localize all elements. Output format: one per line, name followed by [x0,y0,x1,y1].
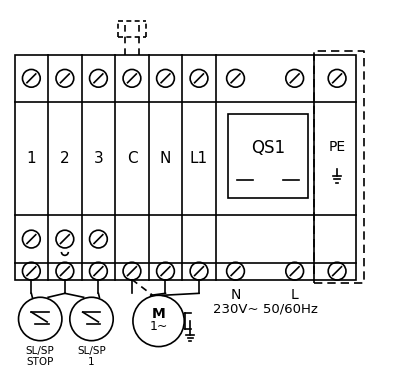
Text: 3: 3 [94,151,103,166]
Text: L1: L1 [190,151,208,166]
Text: N: N [160,151,171,166]
Text: L: L [291,288,298,302]
Text: 1: 1 [26,151,36,166]
Bar [228,114,308,198]
Bar [14,55,356,279]
Text: SL/SP
1: SL/SP 1 [77,346,106,367]
Text: 2: 2 [60,151,70,166]
Text: QS1: QS1 [251,139,285,157]
Text: SL/SP
STOP: SL/SP STOP [26,346,54,367]
Text: C: C [127,151,137,166]
Text: PE: PE [328,140,346,154]
Text: M: M [152,307,166,321]
Text: N: N [230,288,241,302]
Text: 230V~ 50/60Hz: 230V~ 50/60Hz [213,303,318,316]
Text: 1~: 1~ [149,321,168,333]
